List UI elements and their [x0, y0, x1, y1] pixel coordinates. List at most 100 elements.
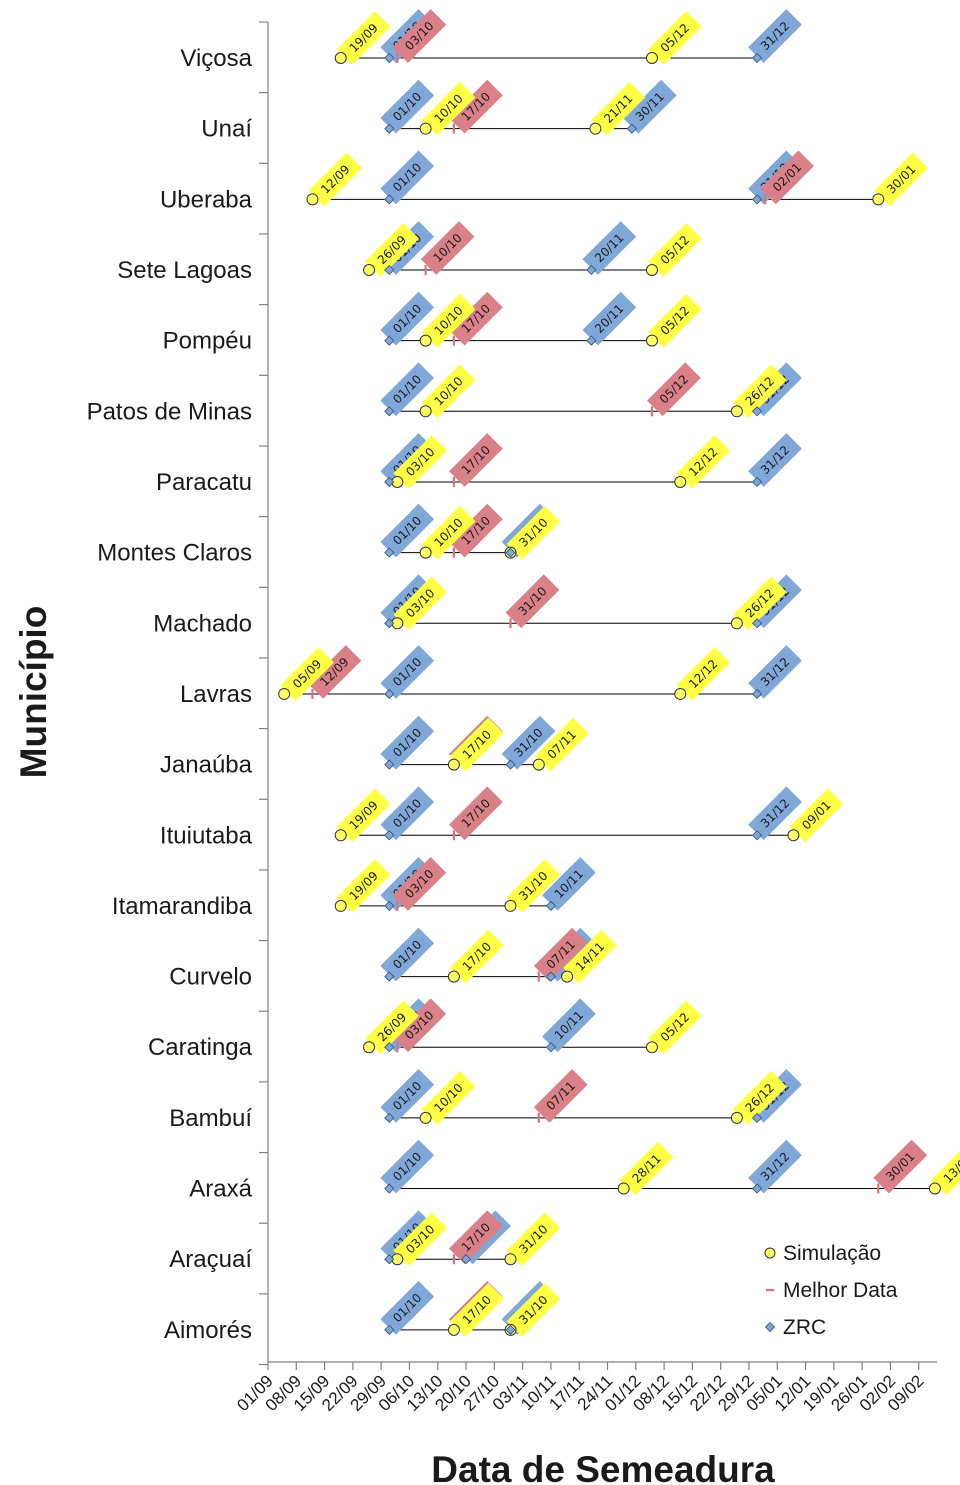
sim-marker — [645, 52, 658, 64]
zrc-marker — [384, 830, 395, 841]
municipio-label: Araxá — [189, 1176, 252, 1203]
sim-marker — [363, 263, 376, 276]
municipio-label: Uberaba — [160, 186, 253, 213]
zrc-marker — [586, 264, 597, 276]
municipio-label: Machado — [153, 610, 252, 637]
zrc-marker — [751, 618, 763, 629]
zrc-marker — [384, 194, 395, 205]
sim-marker — [645, 1041, 658, 1054]
municipio-label: Montes Claros — [97, 540, 252, 567]
legend-zrc-symbol — [764, 1321, 776, 1333]
zrc-marker — [384, 476, 395, 488]
zrc-marker — [384, 1324, 395, 1335]
municipio-label: Araçuaí — [169, 1246, 252, 1273]
zrc-date-tag: 31/12 — [748, 786, 802, 841]
zrc-marker — [384, 618, 395, 629]
x-ticks: 01/0908/0915/0922/0929/0906/1013/1020/10… — [233, 1362, 928, 1415]
municipio-label: Sete Lagoas — [117, 257, 252, 284]
best-date-tag: 05/12 — [647, 362, 701, 417]
sim-marker — [589, 122, 602, 135]
zrc-marker — [751, 1112, 763, 1123]
legend-sim-symbol — [764, 1247, 776, 1259]
sim-marker — [334, 899, 347, 912]
best-date-tag: 17/10 — [449, 433, 503, 487]
zrc-marker — [626, 123, 637, 134]
sim-marker — [730, 1111, 743, 1124]
sim-date-tag: 26/09 — [365, 223, 419, 277]
legend: Simulação Melhor Data ZRC — [764, 1242, 898, 1339]
zrc-marker — [751, 830, 763, 841]
zrc-marker — [384, 52, 395, 64]
zrc-marker — [384, 264, 395, 276]
x-axis-title: Data de Semeadura — [431, 1449, 775, 1485]
municipio-label: Lavras — [180, 681, 252, 708]
zrc-marker — [545, 900, 556, 911]
municipio-label: Janaúba — [160, 752, 253, 779]
sim-marker — [363, 1041, 376, 1054]
municipio-label: Viçosa — [180, 45, 252, 72]
zrc-marker — [751, 52, 763, 64]
zrc-marker — [505, 547, 516, 558]
zrc-marker — [505, 759, 516, 770]
legend-item-sim: Simulação — [764, 1242, 881, 1265]
legend-label: Simulação — [783, 1242, 881, 1265]
sim-marker — [447, 758, 460, 771]
sim-marker — [730, 617, 743, 630]
municipio-label: Pompéu — [163, 328, 252, 355]
zrc-marker — [384, 900, 395, 911]
sim-marker — [419, 546, 432, 559]
legend-label: Melhor Data — [783, 1279, 898, 1302]
axes — [259, 21, 937, 1366]
legend-item-zrc: ZRC — [764, 1316, 826, 1339]
zrc-marker — [384, 1112, 395, 1123]
y-axis-title: Município — [13, 606, 54, 779]
sim-marker — [447, 1323, 460, 1336]
municipio-label: Paracatu — [156, 469, 252, 496]
sim-date-tag: 03/10 — [393, 435, 448, 489]
sim-marker — [419, 405, 432, 418]
sim-marker — [504, 899, 517, 912]
sim-marker — [532, 758, 545, 771]
sim-marker — [617, 1182, 630, 1195]
sim-marker — [504, 1253, 517, 1266]
legend-item-best: Melhor Data — [766, 1279, 898, 1302]
sim-marker — [561, 970, 574, 983]
sim-marker — [306, 193, 319, 206]
sim-marker — [447, 970, 460, 983]
zrc-marker — [384, 123, 395, 134]
best-date-tag: 07/11 — [533, 1069, 588, 1123]
zrc-marker — [586, 335, 597, 346]
sim-marker — [334, 829, 347, 842]
zrc-marker — [384, 1254, 395, 1265]
municipio-label: Ituiutaba — [160, 822, 253, 849]
zrc-marker — [505, 1324, 516, 1335]
best-date-tag: 31/10 — [505, 574, 560, 629]
zrc-marker — [751, 194, 763, 205]
zrc-marker — [460, 1254, 472, 1265]
municipio-label: Patos de Minas — [87, 398, 252, 425]
best-date-tag: 17/10 — [449, 786, 503, 841]
zrc-marker — [384, 1183, 395, 1194]
